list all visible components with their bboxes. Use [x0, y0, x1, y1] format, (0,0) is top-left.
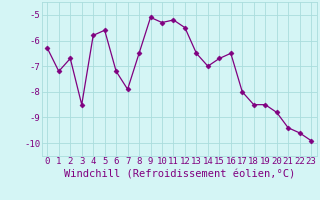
X-axis label: Windchill (Refroidissement éolien,°C): Windchill (Refroidissement éolien,°C) — [64, 169, 295, 179]
